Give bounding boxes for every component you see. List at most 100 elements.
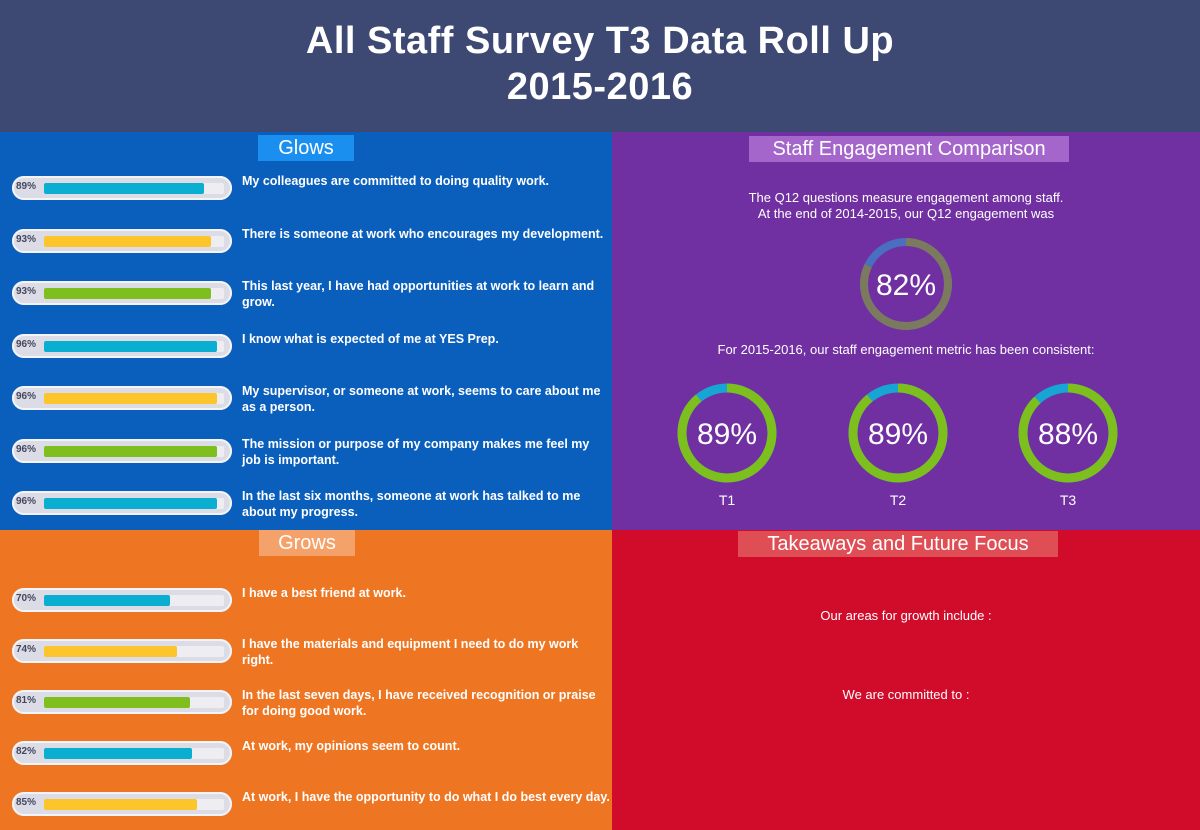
glows-statement: There is someone at work who encourages … — [242, 226, 604, 241]
glows-percent-label: 93% — [16, 233, 37, 245]
grows-bar-track — [44, 646, 224, 657]
grows-bar-track — [44, 697, 224, 708]
grows-percent-label: 85% — [16, 797, 37, 808]
takeaways-panel: Takeaways and Future Focus Our areas for… — [612, 530, 1200, 830]
grows-statement: In the last seven days, I have received … — [242, 688, 596, 718]
glows-percent-label: 89% — [16, 181, 37, 192]
glows-statement: My colleagues are committed to doing qua… — [242, 174, 550, 188]
glows-bar-fill — [44, 498, 217, 509]
glows-percent-label: 96% — [16, 338, 37, 350]
glows-bar: 96% — [12, 438, 232, 463]
glows-bar-track — [44, 393, 224, 404]
glows-row: 93% There is someone at work who encourag… — [0, 225, 612, 265]
term-donut-arc — [1018, 383, 1118, 483]
grows-bar-track — [44, 748, 224, 759]
glows-title: Glows — [258, 135, 354, 161]
grows-bar-fill — [44, 646, 178, 657]
glows-percent-label: 96% — [16, 443, 37, 455]
glows-bar-fill — [44, 235, 212, 247]
glows-row: 96% The mission or purpose of my company … — [0, 435, 612, 475]
grows-bar-track — [44, 595, 224, 606]
glows-statement: The mission or purpose of my company mak… — [242, 436, 590, 467]
glows-bar-track — [44, 288, 224, 299]
grows-bar: 74% — [12, 639, 232, 663]
grows-panel: Grows 70% I have a best friend at work. 74… — [0, 530, 612, 830]
grows-percent-label: 82% — [16, 746, 37, 757]
grows-bar-track — [44, 799, 224, 810]
grows-title: Grows — [259, 530, 355, 556]
glows-bar: 96% — [12, 333, 232, 358]
glows-percent-label: 96% — [16, 391, 37, 402]
term-donut-value-label: 88% — [1038, 418, 1098, 451]
term-donut-t3: 88% — [1018, 383, 1118, 483]
engagement-intro-line1: The Q12 questions measure engagement amo… — [748, 190, 1064, 205]
grows-bar: 70% — [12, 588, 232, 612]
grows-row: 82% At work, my opinions seem to count. — [0, 737, 612, 777]
grows-statement: At work, I have the opportunity to do wh… — [242, 790, 610, 804]
header: All Staff Survey T3 Data Roll Up 2015-20… — [0, 0, 1200, 132]
glows-panel: Glows 89% My colleagues are committed to … — [0, 132, 612, 530]
grows-bar-fill — [44, 748, 192, 759]
engagement-intro-line2: At the end of 2014-2015, our Q12 engagem… — [757, 206, 1055, 221]
glows-bar-track — [44, 235, 224, 247]
takeaways-title: Takeaways and Future Focus — [738, 531, 1058, 557]
engagement-title: Staff Engagement Comparison — [749, 136, 1069, 162]
grows-percent-label: 74% — [16, 644, 37, 655]
term-donut-t1: 89% — [677, 383, 777, 483]
grows-percent-label: 70% — [16, 593, 37, 604]
term-donut-arc — [677, 383, 777, 483]
term-donut-t2: 89% — [848, 383, 948, 483]
term-label: T3 — [1059, 492, 1077, 508]
glows-percent-label: 93% — [16, 286, 37, 297]
page-title: All Staff Survey T3 Data Roll Up — [305, 20, 895, 62]
term-donut-value-label: 89% — [868, 418, 928, 451]
glows-bar-fill — [44, 393, 217, 404]
term-label: T1 — [718, 492, 736, 508]
baseline-donut: 82% — [860, 238, 952, 330]
grows-bar-fill — [44, 697, 190, 708]
glows-row: 96% My supervisor, or someone at work, se… — [0, 382, 612, 422]
grows-statement: I have a best friend at work. — [242, 586, 406, 600]
commit-text: We are committed to : — [842, 687, 970, 702]
engagement-panel: Staff Engagement Comparison The Q12 ques… — [612, 132, 1200, 530]
grows-statement: At work, my opinions seem to count. — [242, 739, 461, 753]
grows-bar-fill — [44, 595, 170, 606]
glows-statement: My supervisor, or someone at work, seems… — [242, 384, 601, 414]
page-subtitle: 2015-2016 — [506, 66, 694, 108]
glows-bar: 93% — [12, 228, 232, 253]
glows-bar-track — [44, 498, 224, 509]
glows-bar: 96% — [12, 386, 232, 410]
grows-bar: 82% — [12, 741, 232, 765]
glows-statement: In the last six months, someone at work … — [242, 489, 581, 519]
glows-row: 96% In the last six months, someone at wo… — [0, 487, 612, 527]
glows-bar: 93% — [12, 281, 232, 305]
glows-bar-fill — [44, 183, 205, 194]
glows-bar: 89% — [12, 176, 232, 200]
grows-row: 74% I have the materials and equipment I … — [0, 635, 612, 675]
glows-bar-track — [44, 183, 224, 194]
grows-statement: I have the materials and equipment I nee… — [242, 637, 579, 667]
grows-percent-label: 81% — [16, 695, 37, 706]
grows-bar: 85% — [12, 792, 232, 816]
glows-bar-track — [44, 340, 224, 352]
grows-row: 85% At work, I have the opportunity to do… — [0, 788, 612, 828]
grows-bar-fill — [44, 799, 197, 810]
glows-row: 93% This last year, I have had opportunit… — [0, 277, 612, 317]
glows-percent-label: 96% — [16, 496, 37, 507]
grows-row: 81% In the last seven days, I have receiv… — [0, 686, 612, 726]
glows-statement: I know what is expected of me at YES Pre… — [242, 331, 499, 346]
grows-row: 70% I have a best friend at work. — [0, 584, 612, 624]
term-donut-arc — [848, 383, 948, 483]
growth-text: Our areas for growth include : — [820, 608, 992, 623]
glows-bar-track — [44, 445, 224, 457]
glows-bar-fill — [44, 340, 217, 352]
glows-bar-fill — [44, 288, 212, 299]
glows-bar-fill — [44, 445, 217, 457]
engagement-consistent-text: For 2015-2016, our staff engagement metr… — [717, 342, 1095, 357]
glows-row: 96% I know what is expected of me at YES … — [0, 330, 612, 370]
baseline-donut-arc — [860, 238, 952, 330]
glows-statement: This last year, I have had opportunities… — [242, 279, 595, 309]
glows-row: 89% My colleagues are committed to doing … — [0, 172, 612, 212]
baseline-donut-value-label: 82% — [876, 269, 936, 302]
grows-bar: 81% — [12, 690, 232, 714]
